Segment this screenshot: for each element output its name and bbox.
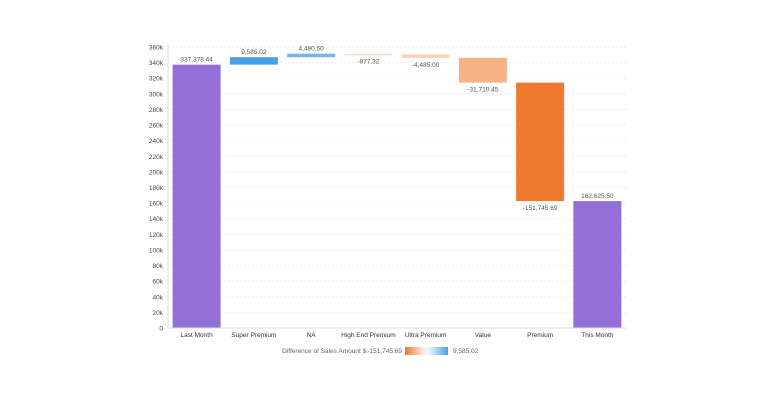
x-tick-label: NA bbox=[307, 332, 317, 339]
y-tick-label: 140k bbox=[149, 216, 164, 223]
x-tick-label: This Month bbox=[581, 332, 614, 339]
y-tick-label: 360k bbox=[149, 45, 164, 52]
bar-ultra-premium[interactable] bbox=[401, 54, 450, 58]
y-tick-label: 20k bbox=[153, 310, 164, 317]
y-tick-label: 220k bbox=[149, 154, 164, 161]
y-tick-label: 340k bbox=[149, 60, 164, 67]
legend-min-label: -151,745.69 bbox=[367, 348, 402, 355]
bar-super-premium[interactable] bbox=[229, 57, 278, 65]
bar-high-end-premium[interactable] bbox=[344, 53, 393, 56]
bar-last-month[interactable] bbox=[172, 64, 221, 329]
x-tick-label: Super Premium bbox=[231, 332, 276, 339]
legend-max-label: 9,585.02 bbox=[453, 348, 479, 355]
bar-premium[interactable] bbox=[516, 82, 565, 202]
x-tick-label: High End Premium bbox=[341, 332, 396, 339]
x-tick-label: Last Month bbox=[181, 332, 214, 339]
data-label: -877.32 bbox=[357, 58, 379, 65]
x-tick-label: Value bbox=[475, 332, 492, 339]
legend: Difference of Sales Amount $: -151,745.6… bbox=[282, 347, 479, 355]
data-label: -4,485.00 bbox=[412, 62, 440, 69]
x-tick-label: Ultra Premium bbox=[405, 332, 447, 339]
y-tick-label: 120k bbox=[149, 232, 164, 239]
x-tick-label: Premium bbox=[527, 332, 553, 339]
data-label: 4,480.50 bbox=[298, 46, 324, 53]
y-tick-label: 200k bbox=[149, 169, 164, 176]
y-tick-label: 80k bbox=[153, 263, 164, 270]
bar-this-month[interactable] bbox=[573, 201, 622, 328]
data-label: 162,625.50 bbox=[581, 193, 614, 200]
y-tick-label: 40k bbox=[153, 294, 164, 301]
y-tick-label: 240k bbox=[149, 138, 164, 145]
y-tick-label: 280k bbox=[149, 107, 164, 114]
legend-title: Difference of Sales Amount $: bbox=[282, 348, 368, 355]
y-tick-label: 100k bbox=[149, 247, 164, 254]
y-tick-label: 260k bbox=[149, 123, 164, 130]
y-tick-label: 300k bbox=[149, 91, 164, 98]
legend-gradient bbox=[405, 347, 448, 355]
y-tick-label: 180k bbox=[149, 185, 164, 192]
y-tick-label: 320k bbox=[149, 76, 164, 83]
y-tick-label: 60k bbox=[153, 279, 164, 286]
y-tick-label: 0 bbox=[159, 326, 163, 333]
data-label: -151,745.69 bbox=[523, 205, 558, 212]
bar-na[interactable] bbox=[287, 53, 336, 58]
data-label: 337,378.44 bbox=[180, 57, 213, 64]
bar-value[interactable] bbox=[458, 57, 507, 83]
y-tick-label: 160k bbox=[149, 201, 164, 208]
data-label: 9,585.02 bbox=[241, 49, 267, 56]
data-label: -31,710.45 bbox=[467, 87, 498, 94]
